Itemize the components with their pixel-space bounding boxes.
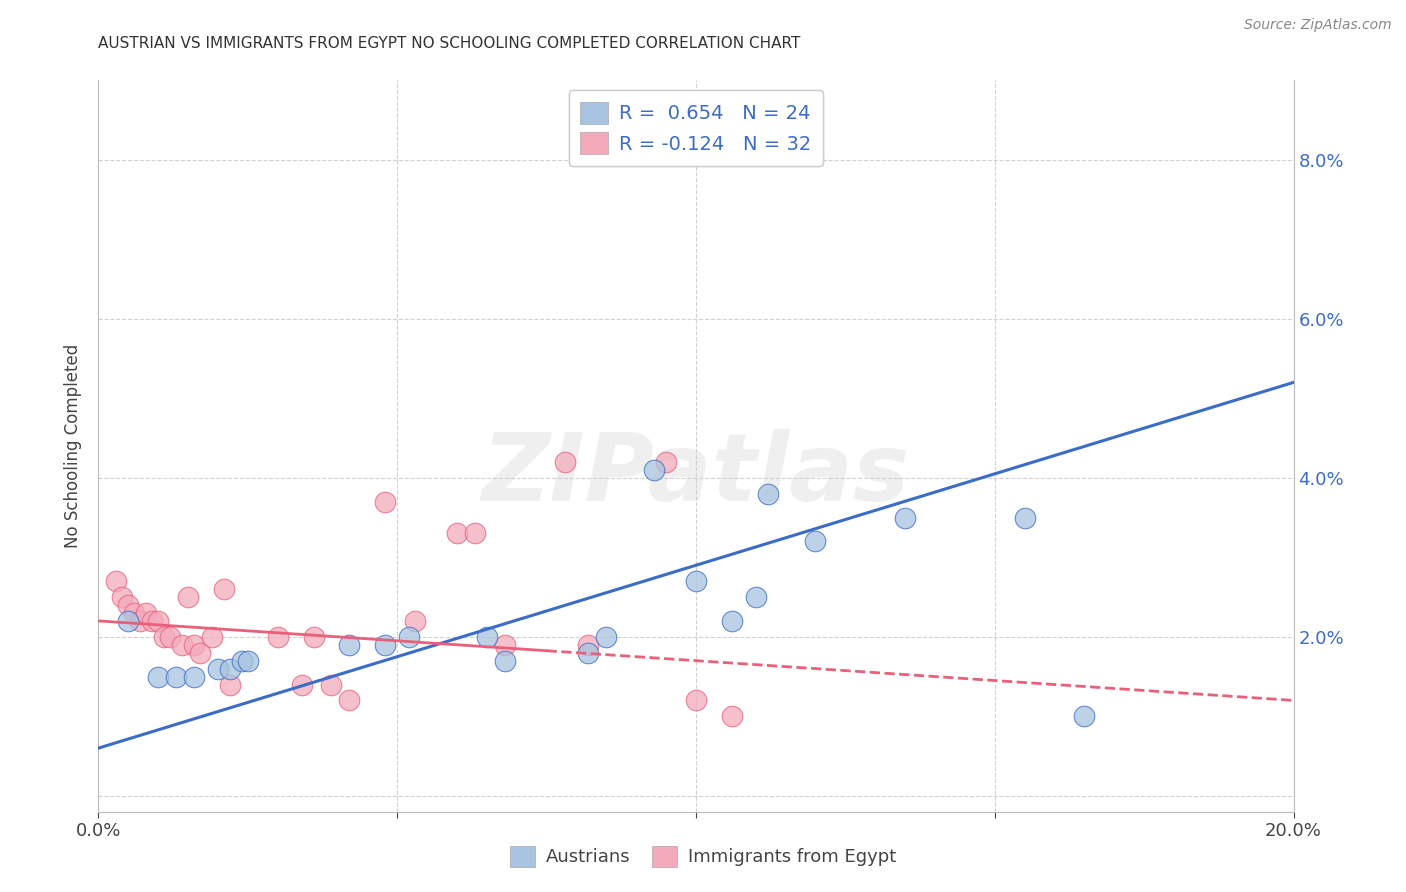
Point <box>655 455 678 469</box>
Text: AUSTRIAN VS IMMIGRANTS FROM EGYPT NO SCHOOLING COMPLETED CORRELATION CHART: AUSTRIAN VS IMMIGRANTS FROM EGYPT NO SCH… <box>98 36 801 51</box>
Point <box>494 638 516 652</box>
Point <box>267 630 290 644</box>
Point <box>339 638 360 652</box>
Point <box>302 630 325 644</box>
Legend: R =  0.654   N = 24, R = -0.124   N = 32: R = 0.654 N = 24, R = -0.124 N = 32 <box>569 90 823 166</box>
Point <box>111 590 134 604</box>
Point <box>177 590 200 604</box>
Point <box>446 526 468 541</box>
Point <box>183 669 205 683</box>
Point <box>219 677 242 691</box>
Point <box>129 614 152 628</box>
Point <box>159 630 181 644</box>
Text: Source: ZipAtlas.com: Source: ZipAtlas.com <box>1244 18 1392 32</box>
Point <box>475 630 498 644</box>
Point <box>201 630 224 644</box>
Point <box>339 693 360 707</box>
Point <box>554 455 576 469</box>
Point <box>148 669 170 683</box>
Point <box>117 614 139 628</box>
Point <box>172 638 194 652</box>
Point <box>212 582 235 596</box>
Point <box>685 693 707 707</box>
Point <box>374 638 396 652</box>
Point <box>685 574 707 589</box>
Legend: Austrians, Immigrants from Egypt: Austrians, Immigrants from Egypt <box>502 838 904 874</box>
Point <box>745 590 768 604</box>
Point <box>804 534 827 549</box>
Point <box>165 669 187 683</box>
Text: ZIPatlas: ZIPatlas <box>482 429 910 521</box>
Point <box>595 630 617 644</box>
Point <box>291 677 314 691</box>
Point <box>404 614 426 628</box>
Point <box>1014 510 1036 524</box>
Point <box>105 574 128 589</box>
Point <box>219 662 242 676</box>
Point <box>321 677 343 691</box>
Point <box>153 630 176 644</box>
Point <box>117 598 139 612</box>
Point <box>374 494 396 508</box>
Point <box>398 630 420 644</box>
Point <box>721 614 744 628</box>
Point <box>494 654 516 668</box>
Point <box>148 614 170 628</box>
Point <box>188 646 211 660</box>
Point <box>124 606 146 620</box>
Point <box>1073 709 1095 723</box>
Point <box>721 709 744 723</box>
Point <box>141 614 163 628</box>
Point <box>464 526 486 541</box>
Point <box>183 638 205 652</box>
Point <box>643 463 665 477</box>
Point <box>236 654 259 668</box>
Point <box>135 606 157 620</box>
Y-axis label: No Schooling Completed: No Schooling Completed <box>65 344 83 548</box>
Point <box>756 486 779 500</box>
Point <box>894 510 917 524</box>
Point <box>578 638 600 652</box>
Point <box>578 646 600 660</box>
Point <box>231 654 253 668</box>
Point <box>207 662 229 676</box>
